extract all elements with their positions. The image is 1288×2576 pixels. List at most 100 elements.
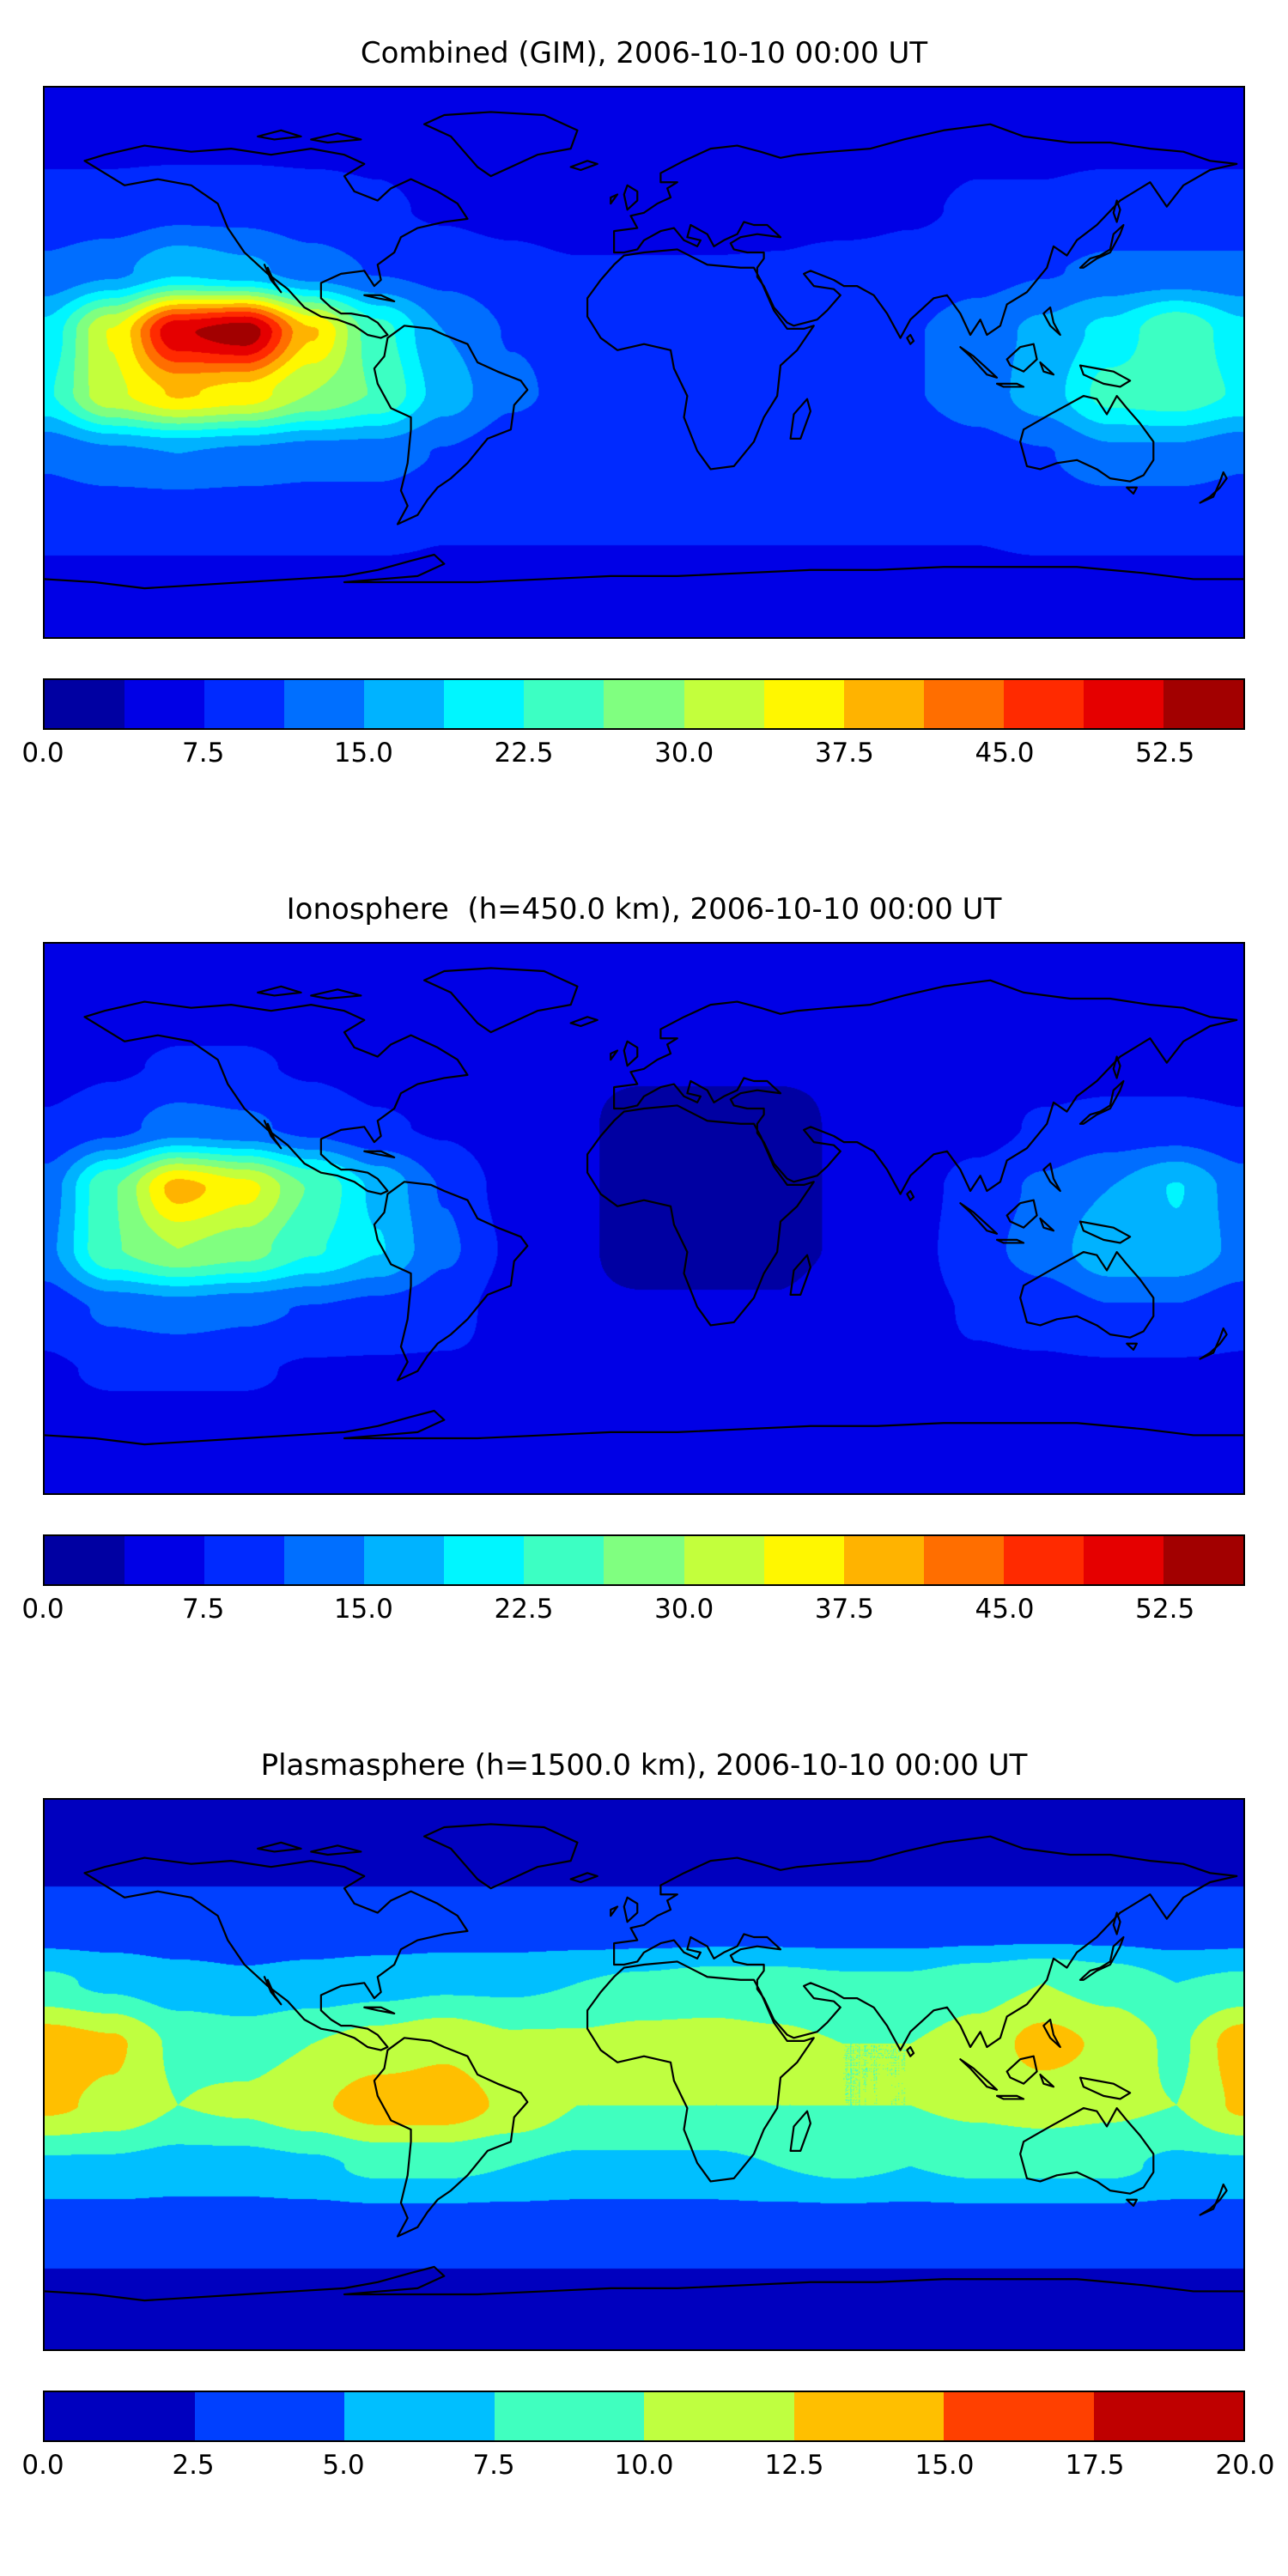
coastline-path [587, 1961, 814, 2181]
coastline-path [960, 1203, 997, 1234]
coastline-path [45, 555, 1243, 588]
coastline-path [997, 384, 1024, 387]
colorbar-tick-label: 30.0 [654, 1594, 714, 1625]
coastline-path [311, 133, 361, 143]
colorbar-combined [43, 678, 1245, 730]
coastline-path [624, 1042, 638, 1066]
coastline-path [1200, 1328, 1227, 1359]
colorbar-tick-label: 7.5 [182, 738, 225, 769]
colorbar-segment [125, 680, 205, 728]
coastline-path [1200, 472, 1227, 503]
colorbar-segment [524, 680, 605, 728]
colorbar-tick-label: 7.5 [182, 1594, 225, 1625]
coastline-path [424, 1824, 577, 1888]
coastline-path [614, 981, 1236, 1194]
coastline-path [1080, 225, 1123, 268]
coastline-path [1007, 1200, 1037, 1228]
coastline-path [1080, 1081, 1123, 1124]
coastline-path [364, 1151, 394, 1157]
coastline-path [587, 249, 814, 469]
colorbar-tick-label: 52.5 [1135, 738, 1195, 769]
colorbar-segment [204, 680, 285, 728]
colorbar-segment [944, 2392, 1094, 2440]
coastline-path [997, 1240, 1024, 1243]
colorbar-segment [204, 1536, 285, 1584]
coastline-path [1043, 1163, 1060, 1191]
colorbar-tick-label: 0.0 [21, 1594, 64, 1625]
coastline-path [1020, 1252, 1153, 1338]
coastline-path [997, 2096, 1024, 2099]
colorbar-ionosphere [43, 1534, 1245, 1586]
coastline-path [264, 264, 281, 292]
coastline-path [614, 125, 1236, 338]
coastline-path [364, 295, 394, 301]
colorbar-segment [524, 1536, 605, 1584]
colorbar-segment [923, 1536, 1004, 1584]
panel-ionosphere: Ionosphere (h=450.0 km), 2006-10-10 00:0… [21, 892, 1245, 1631]
colorbar-tick-label: 22.5 [494, 738, 554, 769]
colorbar-segment [284, 680, 365, 728]
colorbar-tick-label: 52.5 [1135, 1594, 1195, 1625]
colorbar-tick-label: 45.0 [975, 1594, 1035, 1625]
coastline-path [374, 325, 527, 524]
coastline-path [1114, 201, 1121, 222]
coastline-path [1080, 2078, 1130, 2099]
colorbar-segment [45, 2392, 195, 2440]
coastline-path [1007, 344, 1037, 372]
coastline-path [311, 1845, 361, 1855]
coastline-path [1127, 488, 1137, 494]
coastline-path [571, 1017, 598, 1026]
coastline-path [1127, 2200, 1137, 2206]
colorbar-tick-label: 5.0 [322, 2450, 365, 2481]
coastline-path [571, 1873, 598, 1882]
colorbar-tick-label: 15.0 [333, 1594, 393, 1625]
colorbar-segment [45, 680, 125, 728]
colorbar-tick-label: 37.5 [814, 1594, 874, 1625]
colorbar-segment [1093, 2392, 1243, 2440]
colorbar-tick-label: 17.5 [1065, 2450, 1125, 2481]
panel-title-ionosphere: Ionosphere (h=450.0 km), 2006-10-10 00:0… [286, 892, 1002, 927]
coastline-path [1007, 2057, 1037, 2084]
colorbar-segment [494, 2392, 644, 2440]
coastline-path [374, 1182, 527, 1380]
coastline-path [85, 146, 468, 338]
coastline-path [907, 1191, 914, 1200]
coastline-path [1043, 2020, 1060, 2047]
colorbar-tick-label: 7.5 [472, 2450, 515, 2481]
colorbar-segment [1003, 1536, 1084, 1584]
colorbar-segment [444, 680, 525, 728]
colorbar-ticks-plasmasphere: 0.0 2.5 5.0 7.5 10.0 12.5 15.0 17.5 20.0 [21, 2450, 1274, 2488]
coastline-path [611, 194, 617, 204]
colorbar-tick-label: 12.5 [764, 2450, 824, 2481]
coastline-path [424, 112, 577, 176]
coastline-path [614, 1837, 1236, 2050]
colorbar-tick-label: 45.0 [975, 738, 1035, 769]
colorbar-segment [843, 680, 924, 728]
colorbar-tick-label: 30.0 [654, 738, 714, 769]
coastline-path [1080, 1222, 1130, 1243]
colorbar-segment [683, 680, 764, 728]
colorbar-segment [125, 1536, 205, 1584]
colorbar-tick-label: 0.0 [21, 738, 64, 769]
coastline-path [264, 1121, 281, 1148]
colorbar-segment [923, 680, 1004, 728]
colorbar-segment [1083, 680, 1163, 728]
colorbar-segment [1083, 1536, 1163, 1584]
colorbar-segment [364, 1536, 445, 1584]
colorbar-segment [793, 2392, 944, 2440]
coastline-path [1080, 366, 1130, 387]
colorbar-tick-label: 0.0 [21, 2450, 64, 2481]
colorbar-segment [194, 2392, 344, 2440]
coastline-path [258, 987, 301, 996]
coastline-path [1080, 1937, 1123, 1980]
colorbar-segment [364, 680, 445, 728]
tec-field-canvas-plasmasphere [45, 1800, 1243, 2349]
coastline-path [624, 1898, 638, 1922]
coastline-path [791, 2111, 811, 2151]
coastline-path [1200, 2184, 1227, 2215]
tec-field-canvas-combined [45, 88, 1243, 637]
colorbar-tick-label: 22.5 [494, 1594, 554, 1625]
map-ionosphere [43, 942, 1245, 1495]
coastline-path [1043, 307, 1060, 335]
coastline-path [364, 2008, 394, 2014]
